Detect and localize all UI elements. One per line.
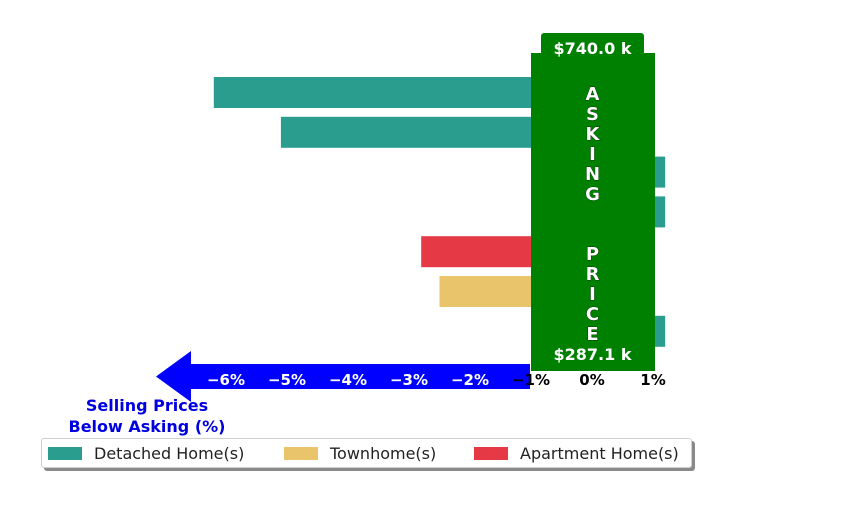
top-price-box bbox=[541, 33, 644, 64]
legend-label-apartment: Apartment Home(s) bbox=[520, 444, 679, 463]
below-asking-arrow bbox=[156, 351, 530, 402]
x-tick-label: −3% bbox=[390, 371, 428, 389]
bar-detached-home-s-0 bbox=[213, 77, 593, 108]
below-asking-arrow-layer bbox=[156, 351, 530, 402]
x-axis-label-line: Selling Prices bbox=[86, 396, 208, 415]
bottom-price-label: $287.1 k bbox=[554, 345, 632, 364]
legend-label-townhome: Townhome(s) bbox=[330, 444, 437, 463]
legend-swatch-townhome bbox=[284, 447, 318, 460]
legend: Detached Home(s) Townhome(s) Apartment H… bbox=[41, 438, 692, 468]
x-tick-label: 0% bbox=[579, 371, 604, 389]
bottom-price-box bbox=[541, 340, 644, 371]
x-axis-label-line: Below Asking (%) bbox=[69, 417, 226, 436]
top-price-label: $740.0 k bbox=[554, 39, 632, 58]
legend-swatch-detached bbox=[48, 447, 82, 460]
legend-swatch-apartment bbox=[474, 447, 508, 460]
x-axis-label: Selling Prices Below Asking (%) bbox=[69, 396, 226, 436]
asking-price-box bbox=[531, 53, 655, 371]
x-tick-label: −4% bbox=[329, 371, 367, 389]
legend-label-detached: Detached Home(s) bbox=[94, 444, 245, 463]
x-tick-label: −6% bbox=[207, 371, 245, 389]
x-tick-label: −2% bbox=[451, 371, 489, 389]
x-axis-ticks: −6% −5% −4% −3% −2% −1% 0% 1% bbox=[207, 371, 666, 389]
x-tick-label: 1% bbox=[640, 371, 665, 389]
x-tick-label: −1% bbox=[512, 371, 550, 389]
x-tick-label: −5% bbox=[268, 371, 306, 389]
